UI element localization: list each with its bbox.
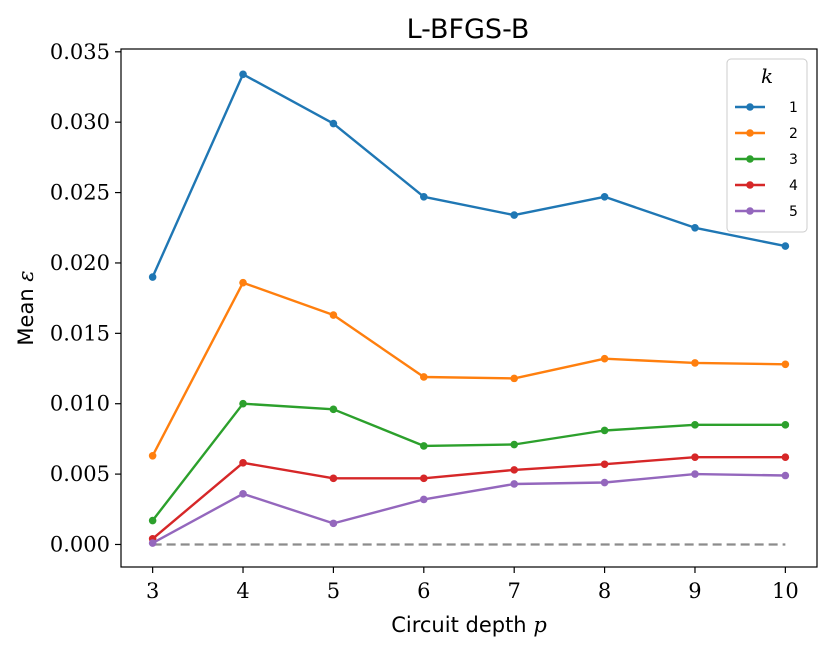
series-k-5 [148,470,790,547]
data-point [239,70,247,79]
x-tick-label: 10 [772,579,799,603]
data-point [510,374,518,383]
legend-marker [746,155,754,163]
y-axis-label-text: Mean [14,288,38,345]
data-point [148,273,157,281]
series-layer [148,70,790,547]
x-tick-label: 5 [327,579,340,603]
data-point [781,242,790,250]
legend-label: 5 [789,204,798,220]
data-point [600,478,609,487]
data-point [691,421,699,429]
data-point [781,421,790,429]
legend-label: 3 [789,152,798,168]
data-point [510,480,518,488]
data-point [148,516,157,525]
series-k-4 [148,453,790,543]
series-k-1 [148,70,790,281]
y-axis-label-symbol: ε [14,270,38,281]
y-axis: 0.000 0.005 0.010 0.015 0.020 0.025 0.030 0.035 [50,40,121,556]
data-point [329,311,338,319]
series-k-2 [148,278,790,460]
x-tick-label: 8 [598,579,611,603]
legend-label: 2 [789,126,798,142]
data-point [420,474,428,483]
data-point [691,453,699,462]
legend-box [726,58,808,233]
legend-marker [746,207,754,215]
data-point [148,539,157,547]
legend-marker [746,103,754,111]
data-point [239,490,247,498]
legend-item-4: 4 [735,178,798,194]
series-line [151,456,786,540]
data-point [691,359,699,367]
x-tick-label: 6 [417,579,430,603]
data-point [600,460,609,469]
data-point [781,360,790,369]
series-line [151,402,786,522]
series-line [152,472,786,545]
data-point [600,192,609,201]
plot-frame [120,48,818,568]
y-tick-label: 0.010 [50,392,110,416]
y-axis-label: Mean ε [14,270,38,345]
x-axis-label-text: Circuit depth [391,613,526,637]
y-tick-label: 0.015 [50,321,110,345]
data-point [420,192,428,201]
legend-label: 4 [789,178,798,194]
data-point [600,426,609,435]
legend-items: 1 2 3 4 5 [735,100,798,220]
x-tick-label: 3 [146,579,159,603]
data-point [691,470,699,478]
y-tick-label: 0.020 [50,251,110,275]
data-point [420,495,428,504]
data-point [510,440,518,449]
data-point [329,405,338,414]
x-tick-label: 7 [508,579,521,603]
data-point [329,474,338,483]
data-point [148,451,157,460]
series-k-3 [148,399,790,525]
data-point [781,453,790,462]
x-axis-label: Circuit depth p [391,613,547,637]
legend-item-2: 2 [735,126,798,142]
data-point [239,459,247,467]
series-line [151,73,786,278]
data-point [420,442,428,450]
x-axis-label-symbol: p [533,613,546,637]
y-tick-label: 0.005 [50,462,110,486]
series-line [151,281,786,457]
legend-title: k [761,64,773,88]
data-point [239,399,247,408]
y-tick-label: 0.025 [50,181,110,205]
legend-label: 1 [789,100,798,116]
data-point [781,471,790,480]
y-tick-label: 0.030 [50,110,110,134]
legend-item-1: 1 [735,100,798,116]
legend-marker [746,129,754,137]
x-tick-label: 9 [688,579,701,603]
x-axis: 3 4 5 6 7 8 9 10 [146,567,799,603]
legend-item-5: 5 [735,204,798,220]
data-point [239,278,247,287]
data-point [691,223,699,232]
legend-marker [746,181,754,189]
y-tick-label: 0.035 [50,40,110,64]
data-point [329,519,338,528]
data-point [420,373,428,381]
y-tick-label: 0.000 [50,532,110,556]
legend: k 1 2 3 4 5 [726,58,808,233]
chart-title: L-BFGS-B [407,14,530,45]
x-tick-label: 4 [236,579,249,603]
data-point [510,211,518,219]
data-point [600,354,609,363]
data-point [329,119,338,128]
data-point [510,466,518,474]
legend-item-3: 3 [735,152,798,168]
